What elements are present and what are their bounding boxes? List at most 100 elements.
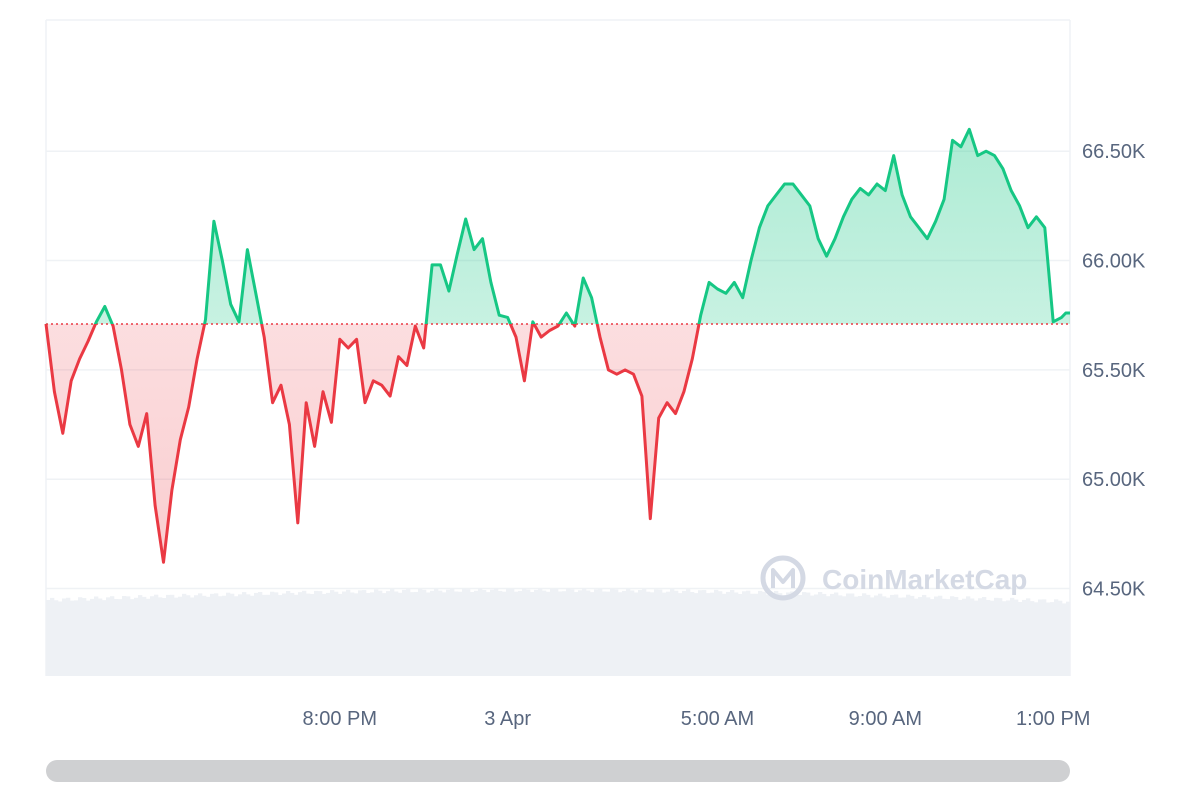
volume-bar [918, 597, 923, 676]
volume-bar [898, 597, 903, 676]
volume-bar [266, 594, 271, 676]
volume-bar [198, 593, 203, 676]
volume-bar [914, 598, 919, 676]
volume-bar [666, 591, 671, 676]
volume-bar [558, 591, 563, 676]
volume-bar [970, 598, 975, 676]
volume-bar [1006, 600, 1011, 676]
volume-bar [962, 598, 967, 676]
volume-bar [422, 589, 427, 676]
volume-bar [354, 593, 359, 676]
volume-bar [642, 588, 647, 676]
volume-bar [570, 589, 575, 676]
volume-bar [370, 592, 375, 676]
volume-bar [1018, 602, 1023, 676]
volume-bar [714, 589, 719, 676]
volume-bar [322, 593, 327, 676]
area-below-open [46, 323, 700, 563]
volume-bar [994, 597, 999, 676]
volume-bar [1026, 598, 1031, 676]
volume-bar [66, 597, 71, 676]
volume-bar [534, 589, 539, 676]
volume-bar [210, 593, 215, 676]
volume-bar [206, 596, 211, 676]
volume-bar [698, 590, 703, 676]
y-tick-label: 66.00K [1082, 251, 1146, 273]
volume-bar [726, 591, 731, 676]
volume-bar [766, 594, 771, 676]
volume-bar [854, 596, 859, 676]
volume-bar [486, 592, 491, 676]
volume-bar [950, 596, 955, 676]
volume-bar [974, 600, 979, 676]
volume-bar [926, 597, 931, 676]
volume-bar [130, 599, 135, 676]
volume-bar [418, 588, 423, 676]
volume-bar [190, 597, 195, 676]
chart-range-scrollbar[interactable] [46, 760, 1070, 782]
volume-bar [454, 591, 459, 676]
volume-bar [490, 589, 495, 676]
volume-bar [470, 592, 475, 676]
volume-bar [782, 595, 787, 676]
volume-bar [242, 592, 247, 676]
volume-bar [982, 597, 987, 676]
volume-bar [946, 599, 951, 676]
volume-bar [202, 595, 207, 676]
volume-bar [942, 598, 947, 676]
volume-bar [518, 590, 523, 676]
volume-bar [50, 597, 55, 676]
volume-bar [602, 591, 607, 676]
price-line [44, 127, 1070, 564]
volume-bar [62, 598, 67, 676]
volume-bar [610, 588, 615, 676]
volume-bar [998, 598, 1003, 676]
volume-bar [1050, 602, 1055, 676]
volume-bar [1058, 600, 1063, 676]
volume-bar [442, 592, 447, 676]
volume-bar [102, 600, 107, 676]
volume-bar [510, 588, 515, 676]
volume-bar [754, 593, 759, 676]
volume-bar [530, 591, 535, 676]
volume-bar [614, 589, 619, 676]
volume-bar [410, 592, 415, 676]
price-area [46, 129, 1070, 563]
volume-bar [906, 594, 911, 676]
volume-bar [730, 589, 735, 676]
volume-bar [230, 593, 235, 676]
watermark: CoinMarketCap [760, 555, 1027, 601]
volume-bar [506, 588, 511, 676]
volume-bar [174, 597, 179, 676]
volume-bar [922, 594, 927, 676]
volume-bar [874, 595, 879, 676]
watermark-label: CoinMarketCap [822, 564, 1027, 595]
volume-bar [902, 597, 907, 676]
coinmarketcap-logo-icon [760, 555, 806, 601]
volume-bar [1042, 599, 1047, 676]
volume-bar [598, 588, 603, 676]
y-tick-label: 65.00K [1082, 469, 1146, 491]
volume-bar [550, 588, 555, 676]
volume-bar [574, 592, 579, 676]
volume-bar [166, 594, 171, 676]
volume-bar [82, 598, 87, 676]
volume-bar [402, 589, 407, 676]
volume-bar [882, 596, 887, 676]
volume-bar [582, 588, 587, 676]
volume-bar [658, 589, 663, 676]
volume-bar [234, 596, 239, 676]
volume-bar [678, 593, 683, 676]
x-tick-label: 3 Apr [484, 708, 531, 730]
volume-bar [606, 591, 611, 676]
volume-bar [694, 593, 699, 676]
volume-bar [554, 588, 559, 676]
volume-bar [618, 592, 623, 676]
volume-bar [382, 593, 387, 676]
volume-bar [654, 589, 659, 676]
volume-bar [178, 596, 183, 676]
volume-bar [358, 590, 363, 676]
volume-bar [238, 594, 243, 676]
